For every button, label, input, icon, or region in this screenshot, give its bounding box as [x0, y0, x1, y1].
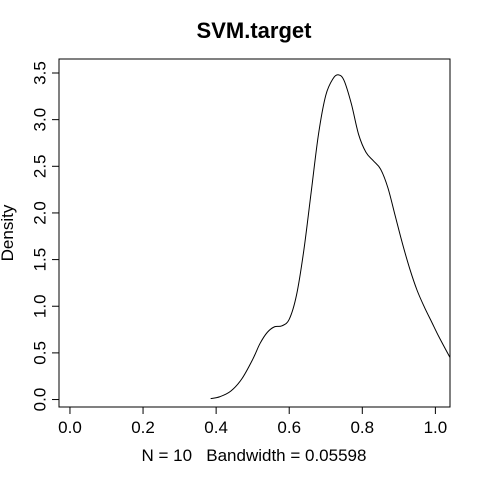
y-tick-label: 3.5: [31, 61, 50, 85]
density-curve: [210, 74, 450, 400]
x-axis-label: N = 10 Bandwidth = 0.05598: [142, 446, 367, 465]
x-tick-label: 0.8: [350, 418, 374, 437]
y-tick-label: 0.0: [31, 388, 50, 412]
chart-title: SVM.target: [197, 18, 313, 43]
x-tick-label: 1.0: [424, 418, 448, 437]
x-tick-label: 0.0: [58, 418, 82, 437]
x-tick-label: 0.6: [277, 418, 301, 437]
y-tick-label: 3.0: [31, 108, 50, 132]
x-tick-label: 0.2: [131, 418, 155, 437]
y-axis-label: Density: [0, 204, 17, 261]
y-tick-label: 2.0: [31, 201, 50, 225]
x-axis: 0.0 0.2 0.4 0.6 0.8 1.0: [58, 406, 448, 437]
y-tick-label: 1.0: [31, 294, 50, 318]
y-tick-label: 0.5: [31, 341, 50, 365]
y-tick-label: 1.5: [31, 248, 50, 272]
x-tick-label: 0.4: [204, 418, 228, 437]
y-tick-label: 2.5: [31, 154, 50, 178]
y-axis: 0.0 0.5 1.0 1.5 2.0 2.5 3.0 3.5: [31, 61, 60, 411]
